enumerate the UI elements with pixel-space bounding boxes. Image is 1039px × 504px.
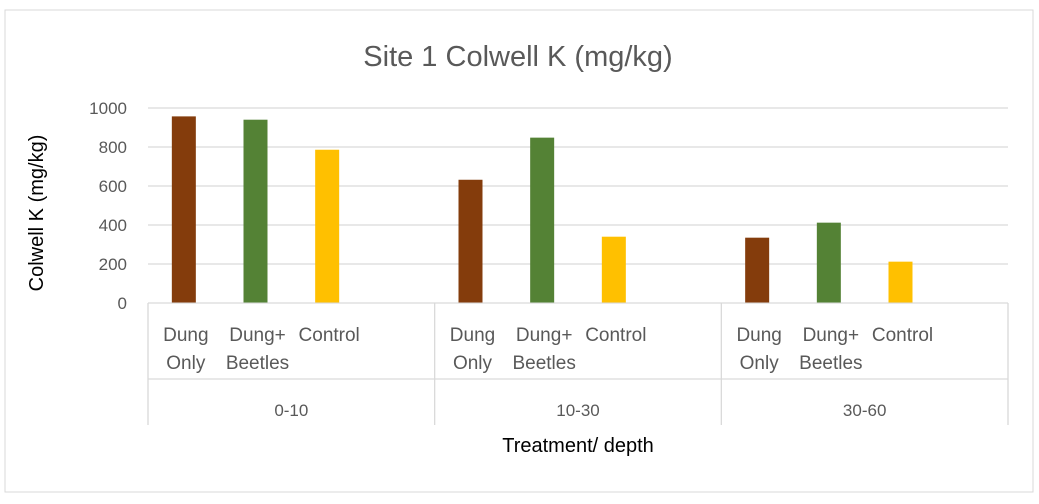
bar bbox=[816, 222, 841, 303]
group-label: 0-10 bbox=[274, 401, 308, 420]
chart-title: Site 1 Colwell K (mg/kg) bbox=[363, 41, 672, 73]
y-tick-label: 200 bbox=[99, 255, 127, 274]
x-axis-label: Treatment/ depth bbox=[502, 435, 654, 457]
category-label: Dung bbox=[450, 325, 495, 346]
category-label: Dung bbox=[736, 325, 781, 346]
y-tick-label: 800 bbox=[99, 138, 127, 157]
y-tick-label: 400 bbox=[99, 216, 127, 235]
group-label: 30-60 bbox=[843, 401, 886, 420]
bar bbox=[888, 261, 913, 303]
bar bbox=[243, 119, 268, 303]
category-label: Dung bbox=[163, 325, 208, 346]
bar bbox=[745, 237, 770, 303]
category-label: Only bbox=[740, 353, 780, 374]
y-tick-label: 600 bbox=[99, 177, 127, 196]
category-label: Dung+ bbox=[516, 325, 573, 346]
bar bbox=[601, 236, 626, 303]
y-axis-label: Colwell K (mg/kg) bbox=[26, 135, 48, 292]
category-label: Dung+ bbox=[803, 325, 860, 346]
bar bbox=[458, 179, 483, 303]
group-label: 10-30 bbox=[556, 401, 599, 420]
category-label: Control bbox=[872, 325, 933, 346]
category-label: Control bbox=[299, 325, 360, 346]
category-label: Beetles bbox=[799, 353, 862, 374]
category-label: Only bbox=[453, 353, 493, 374]
category-label: Dung+ bbox=[229, 325, 286, 346]
category-label: Control bbox=[585, 325, 646, 346]
category-label: Only bbox=[166, 353, 206, 374]
category-label: Beetles bbox=[512, 353, 575, 374]
bar bbox=[315, 149, 340, 303]
bar bbox=[530, 137, 555, 303]
y-tick-label: 0 bbox=[118, 294, 127, 313]
y-tick-label: 1000 bbox=[89, 99, 127, 118]
bar bbox=[171, 116, 196, 303]
category-label: Beetles bbox=[226, 353, 289, 374]
